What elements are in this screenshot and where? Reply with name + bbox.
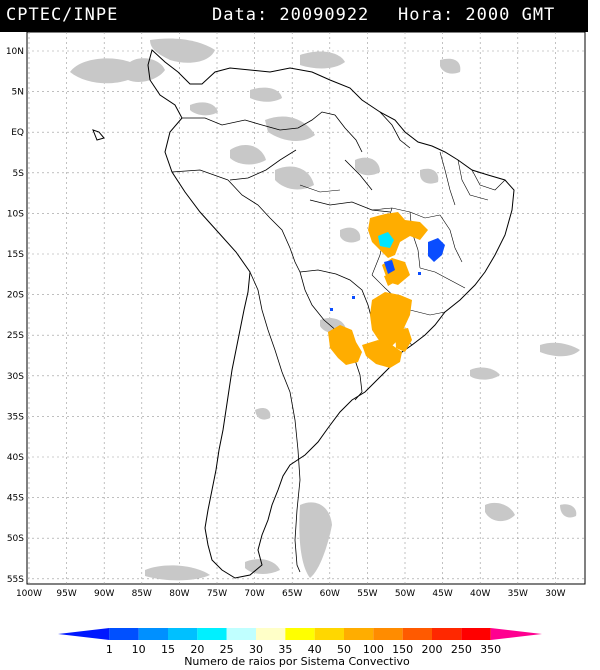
colorbar-swatch [58,628,110,640]
longitude-label: 75W [207,589,227,599]
longitude-label: 50W [395,589,415,599]
latitude-label: 5N [12,88,24,98]
colorbar: 1 10 15 20 25 30 35 40 50 100 150 200 250 350 [58,628,542,656]
colorbar-tick-label: 250 [451,643,472,656]
colorbar-tick-label: 25 [220,643,234,656]
longitude-label: 55W [357,589,377,599]
colorbar-tick-label: 10 [132,643,146,656]
longitude-label: 35W [508,589,528,599]
lightning-map: 10N5NEQ5S10S15S20S25S30S35S40S45S50S55S … [6,32,586,668]
colorbar-swatch [490,628,542,640]
colorbar-tick-label: 200 [422,643,443,656]
map-frame [26,32,586,585]
cloud-imagery [70,38,580,581]
latitude-label: 10S [7,209,24,219]
colorbar-swatch [344,628,374,640]
agency-label: CPTEC/INPE [6,5,119,25]
time-label: Hora: 2000 GMT [398,5,556,25]
longitude-label: 90W [94,589,114,599]
longitude-label: 30W [545,589,565,599]
colorbar-swatch [402,628,432,640]
latitude-labels: 10N 5N EQ 5S 10S 15S 20S 25S 30S 35S 40S 45S 50S 55S [6,47,24,585]
longitude-label: 95W [56,589,76,599]
colorbar-tick-label: 1 [106,643,113,656]
longitude-label: 80W [169,589,189,599]
latitude-label: 35S [7,412,24,422]
graticule [27,32,585,584]
date-label: Data: 20090922 [212,5,370,25]
latitude-label: 10N [6,47,24,57]
colorbar-swatch [109,628,139,640]
colorbar-tick-label: 40 [308,643,322,656]
colorbar-swatch [285,628,315,640]
colorbar-tick-label: 30 [249,643,263,656]
latitude-label: 50S [7,534,24,544]
latitude-label: EQ [11,128,24,138]
colorbar-swatch [461,628,491,640]
longitude-label: 70W [244,589,264,599]
latitude-label: 55S [7,575,24,585]
colorbar-tick-label: 50 [337,643,351,656]
colorbar-tick-label: 35 [278,643,292,656]
colorbar-swatch [168,628,198,640]
longitude-label: 60W [320,589,340,599]
colorbar-tick-label: 150 [392,643,413,656]
latitude-label: 20S [7,291,24,301]
colorbar-swatch [256,628,286,640]
colorbar-tick-label: 350 [480,643,501,656]
latitude-label: 45S [7,494,24,504]
colorbar-swatch [226,628,256,640]
convective-systems [328,212,445,368]
latitude-label: 25S [7,331,24,341]
colorbar-tick-label: 20 [190,643,204,656]
colorbar-swatch [197,628,227,640]
colorbar-tick-label: 100 [363,643,384,656]
colorbar-swatch [373,628,403,640]
longitude-label: 45W [432,589,452,599]
longitude-label: 85W [132,589,152,599]
map-header: CPTEC/INPE Data: 20090922 Hora: 2000 GMT [0,0,588,32]
latitude-label: 15S [7,250,24,260]
latitude-label: 30S [7,372,24,382]
colorbar-title: Numero de raios por Sistema Convectivo [184,655,410,668]
colorbar-swatch [432,628,462,640]
longitude-label: 40W [470,589,490,599]
colorbar-tick-label: 15 [161,643,175,656]
colorbar-swatch [314,628,344,640]
latitude-label: 5S [13,169,25,179]
longitude-labels: 100W 95W 90W 85W 80W 75W 70W 65W 60W 55W 50W 45W 40W… [16,589,566,599]
colorbar-swatch [138,628,168,640]
longitude-label: 100W [16,589,42,599]
longitude-label: 65W [282,589,302,599]
latitude-label: 40S [7,453,24,463]
